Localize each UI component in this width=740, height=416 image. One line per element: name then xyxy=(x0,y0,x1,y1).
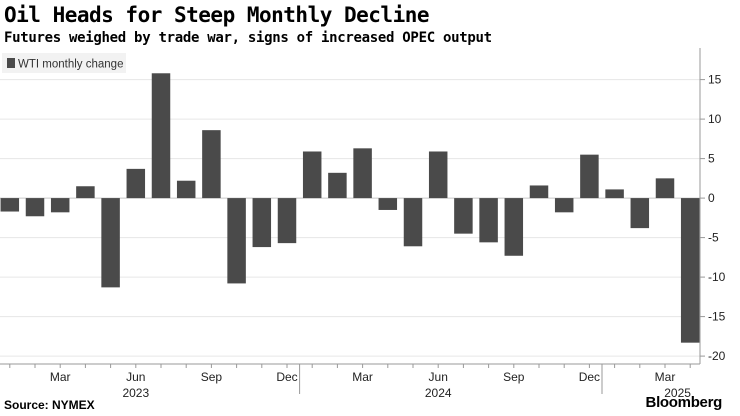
bar xyxy=(605,189,624,199)
legend: WTI monthly change xyxy=(2,53,126,73)
y-tick-label: -15 xyxy=(708,310,726,324)
bar xyxy=(504,198,524,256)
bar xyxy=(554,198,574,213)
chart-subtitle: Futures weighed by trade war, signs of i… xyxy=(4,30,492,46)
bar xyxy=(378,198,398,210)
source-note: Source: NYMEX xyxy=(4,398,95,412)
bar xyxy=(529,185,549,199)
chart-title: Oil Heads for Steep Monthly Decline xyxy=(4,3,430,27)
legend-label: WTI monthly change xyxy=(18,59,123,71)
bar xyxy=(252,198,272,248)
x-tick-label: Jun xyxy=(429,370,448,384)
y-tick-label: -5 xyxy=(708,231,719,245)
bar xyxy=(630,198,650,229)
bar xyxy=(580,154,599,199)
axes: 15 10 5 0 -5 -10 -15 -20 Mar Jun Sep Dec Mar Jun Sep De… xyxy=(0,48,726,400)
bar xyxy=(76,186,95,199)
bloomberg-logo: Bloomberg xyxy=(645,394,723,411)
bar xyxy=(428,151,448,199)
bar xyxy=(479,198,498,243)
bar xyxy=(202,130,221,199)
x-tick-label: Dec xyxy=(276,370,297,384)
legend-box xyxy=(2,53,126,73)
y-tick-label: -10 xyxy=(708,270,726,284)
year-label: 2025 xyxy=(664,386,691,400)
bar xyxy=(655,178,675,199)
bar xyxy=(353,148,372,199)
x-tick-label: Sep xyxy=(503,370,525,384)
bar xyxy=(277,198,297,244)
bar xyxy=(50,198,70,213)
y-tick-label: 15 xyxy=(708,73,722,87)
y-tick-label: 0 xyxy=(708,191,715,205)
bar xyxy=(302,151,322,199)
x-tick-label: Sep xyxy=(201,370,223,384)
bar xyxy=(176,180,196,199)
bar xyxy=(25,198,45,217)
bar xyxy=(101,198,120,288)
year-label: 2024 xyxy=(425,386,452,400)
bar xyxy=(680,198,700,343)
bar xyxy=(454,198,473,234)
bars xyxy=(0,73,700,343)
legend-swatch xyxy=(7,58,15,68)
bar xyxy=(151,73,171,199)
bar xyxy=(403,198,423,247)
bar xyxy=(0,198,20,212)
year-label: 2023 xyxy=(122,386,149,400)
bar xyxy=(126,168,146,199)
x-tick-label: Mar xyxy=(655,370,676,384)
y-tick-label: 10 xyxy=(708,112,722,126)
bar xyxy=(328,172,347,199)
x-tick-label: Dec xyxy=(579,370,600,384)
bar xyxy=(227,198,246,284)
x-tick-label: Mar xyxy=(50,370,71,384)
y-tick-label: -20 xyxy=(708,349,726,363)
y-tick-label: 5 xyxy=(708,152,715,166)
x-tick-label: Mar xyxy=(352,370,373,384)
x-tick-label: Jun xyxy=(126,370,145,384)
